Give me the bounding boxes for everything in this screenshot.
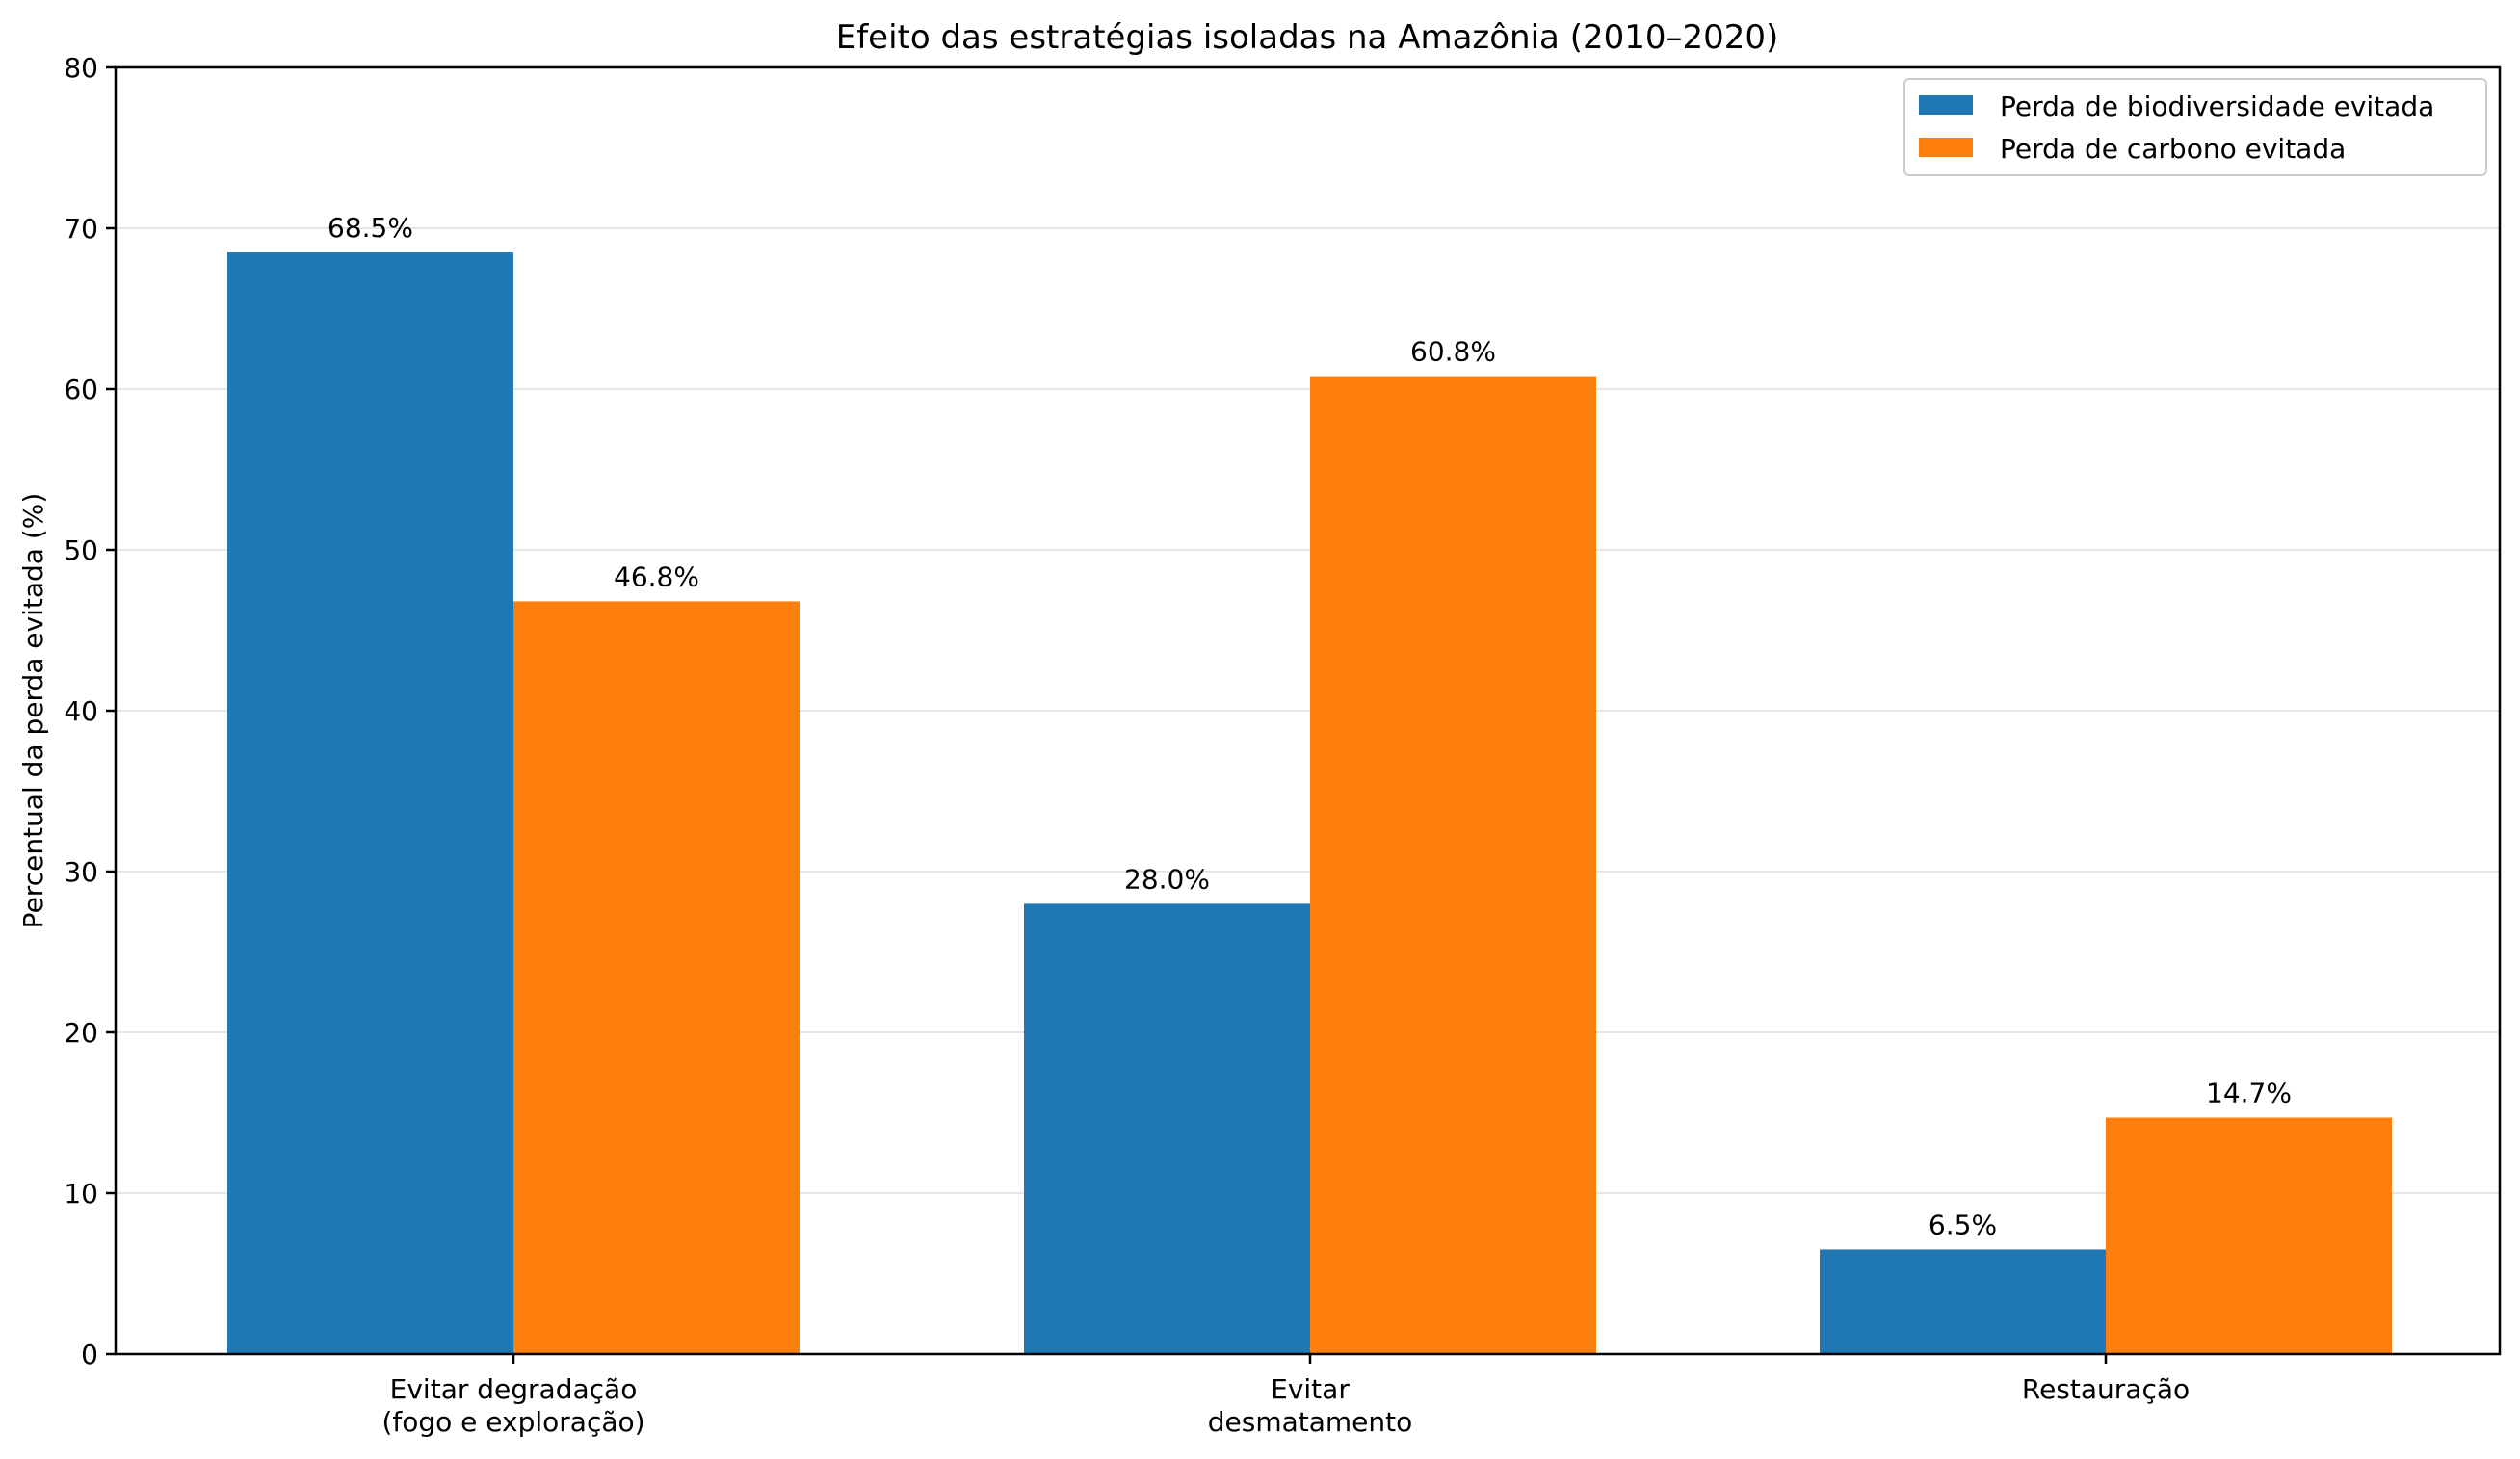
y-tick-label: 20 bbox=[64, 1017, 98, 1049]
y-tick-label: 0 bbox=[81, 1339, 98, 1370]
bar-value-label: 14.7% bbox=[2206, 1078, 2292, 1109]
x-tick-label: Restauração bbox=[2022, 1373, 2190, 1405]
bar-biodiversity-0 bbox=[227, 252, 513, 1354]
x-tick-label: desmatamento bbox=[1208, 1406, 1413, 1438]
y-tick-label: 40 bbox=[64, 695, 98, 727]
bar-value-label: 28.0% bbox=[1124, 863, 1210, 895]
bar-value-label: 46.8% bbox=[614, 560, 699, 592]
bar-value-label: 60.8% bbox=[1410, 336, 1496, 368]
x-tick-label: (fogo e exploração) bbox=[381, 1406, 644, 1438]
bar-value-label: 6.5% bbox=[1929, 1209, 1997, 1240]
y-tick-label: 50 bbox=[64, 534, 98, 566]
y-tick-label: 10 bbox=[64, 1178, 98, 1210]
x-axis-ticks: Evitar degradação(fogo e exploração) Evit… bbox=[381, 1354, 2190, 1438]
bars bbox=[227, 252, 2392, 1354]
bar-biodiversity-2 bbox=[1820, 1249, 2106, 1354]
bar-carbon-0 bbox=[513, 601, 800, 1354]
legend-box bbox=[1903, 78, 2487, 176]
bar-carbon-2 bbox=[2106, 1117, 2392, 1354]
legend: Perda de biodiversidade evitada Perda de… bbox=[1903, 78, 2487, 176]
y-tick-label: 30 bbox=[64, 856, 98, 888]
bar-biodiversity-1 bbox=[1024, 903, 1310, 1354]
x-tick-label: Evitar bbox=[1271, 1373, 1350, 1405]
y-tick-label: 70 bbox=[64, 213, 98, 245]
legend-swatch-biodiversity bbox=[1919, 95, 1973, 115]
bar-carbon-1 bbox=[1310, 376, 1596, 1354]
y-tick-label: 60 bbox=[64, 374, 98, 405]
x-tick-label: Evitar degradação bbox=[390, 1373, 638, 1405]
y-axis-ticks: 0 10 20 30 40 50 60 70 80 bbox=[64, 52, 116, 1370]
legend-swatch-carbon bbox=[1919, 138, 1973, 157]
bar-value-label: 68.5% bbox=[328, 212, 413, 244]
legend-label-carbon: Perda de carbono evitada bbox=[2000, 133, 2346, 165]
bar-value-labels: 68.5% 28.0% 6.5% 46.8% 60.8% 14.7% bbox=[328, 212, 2292, 1240]
legend-label-biodiversity: Perda de biodiversidade evitada bbox=[2000, 91, 2434, 122]
y-tick-label: 80 bbox=[64, 52, 98, 84]
y-axis-label: Percentual da perda evitada (%) bbox=[17, 493, 49, 929]
chart-title: Efeito das estratégias isoladas na Amazô… bbox=[836, 18, 1779, 57]
